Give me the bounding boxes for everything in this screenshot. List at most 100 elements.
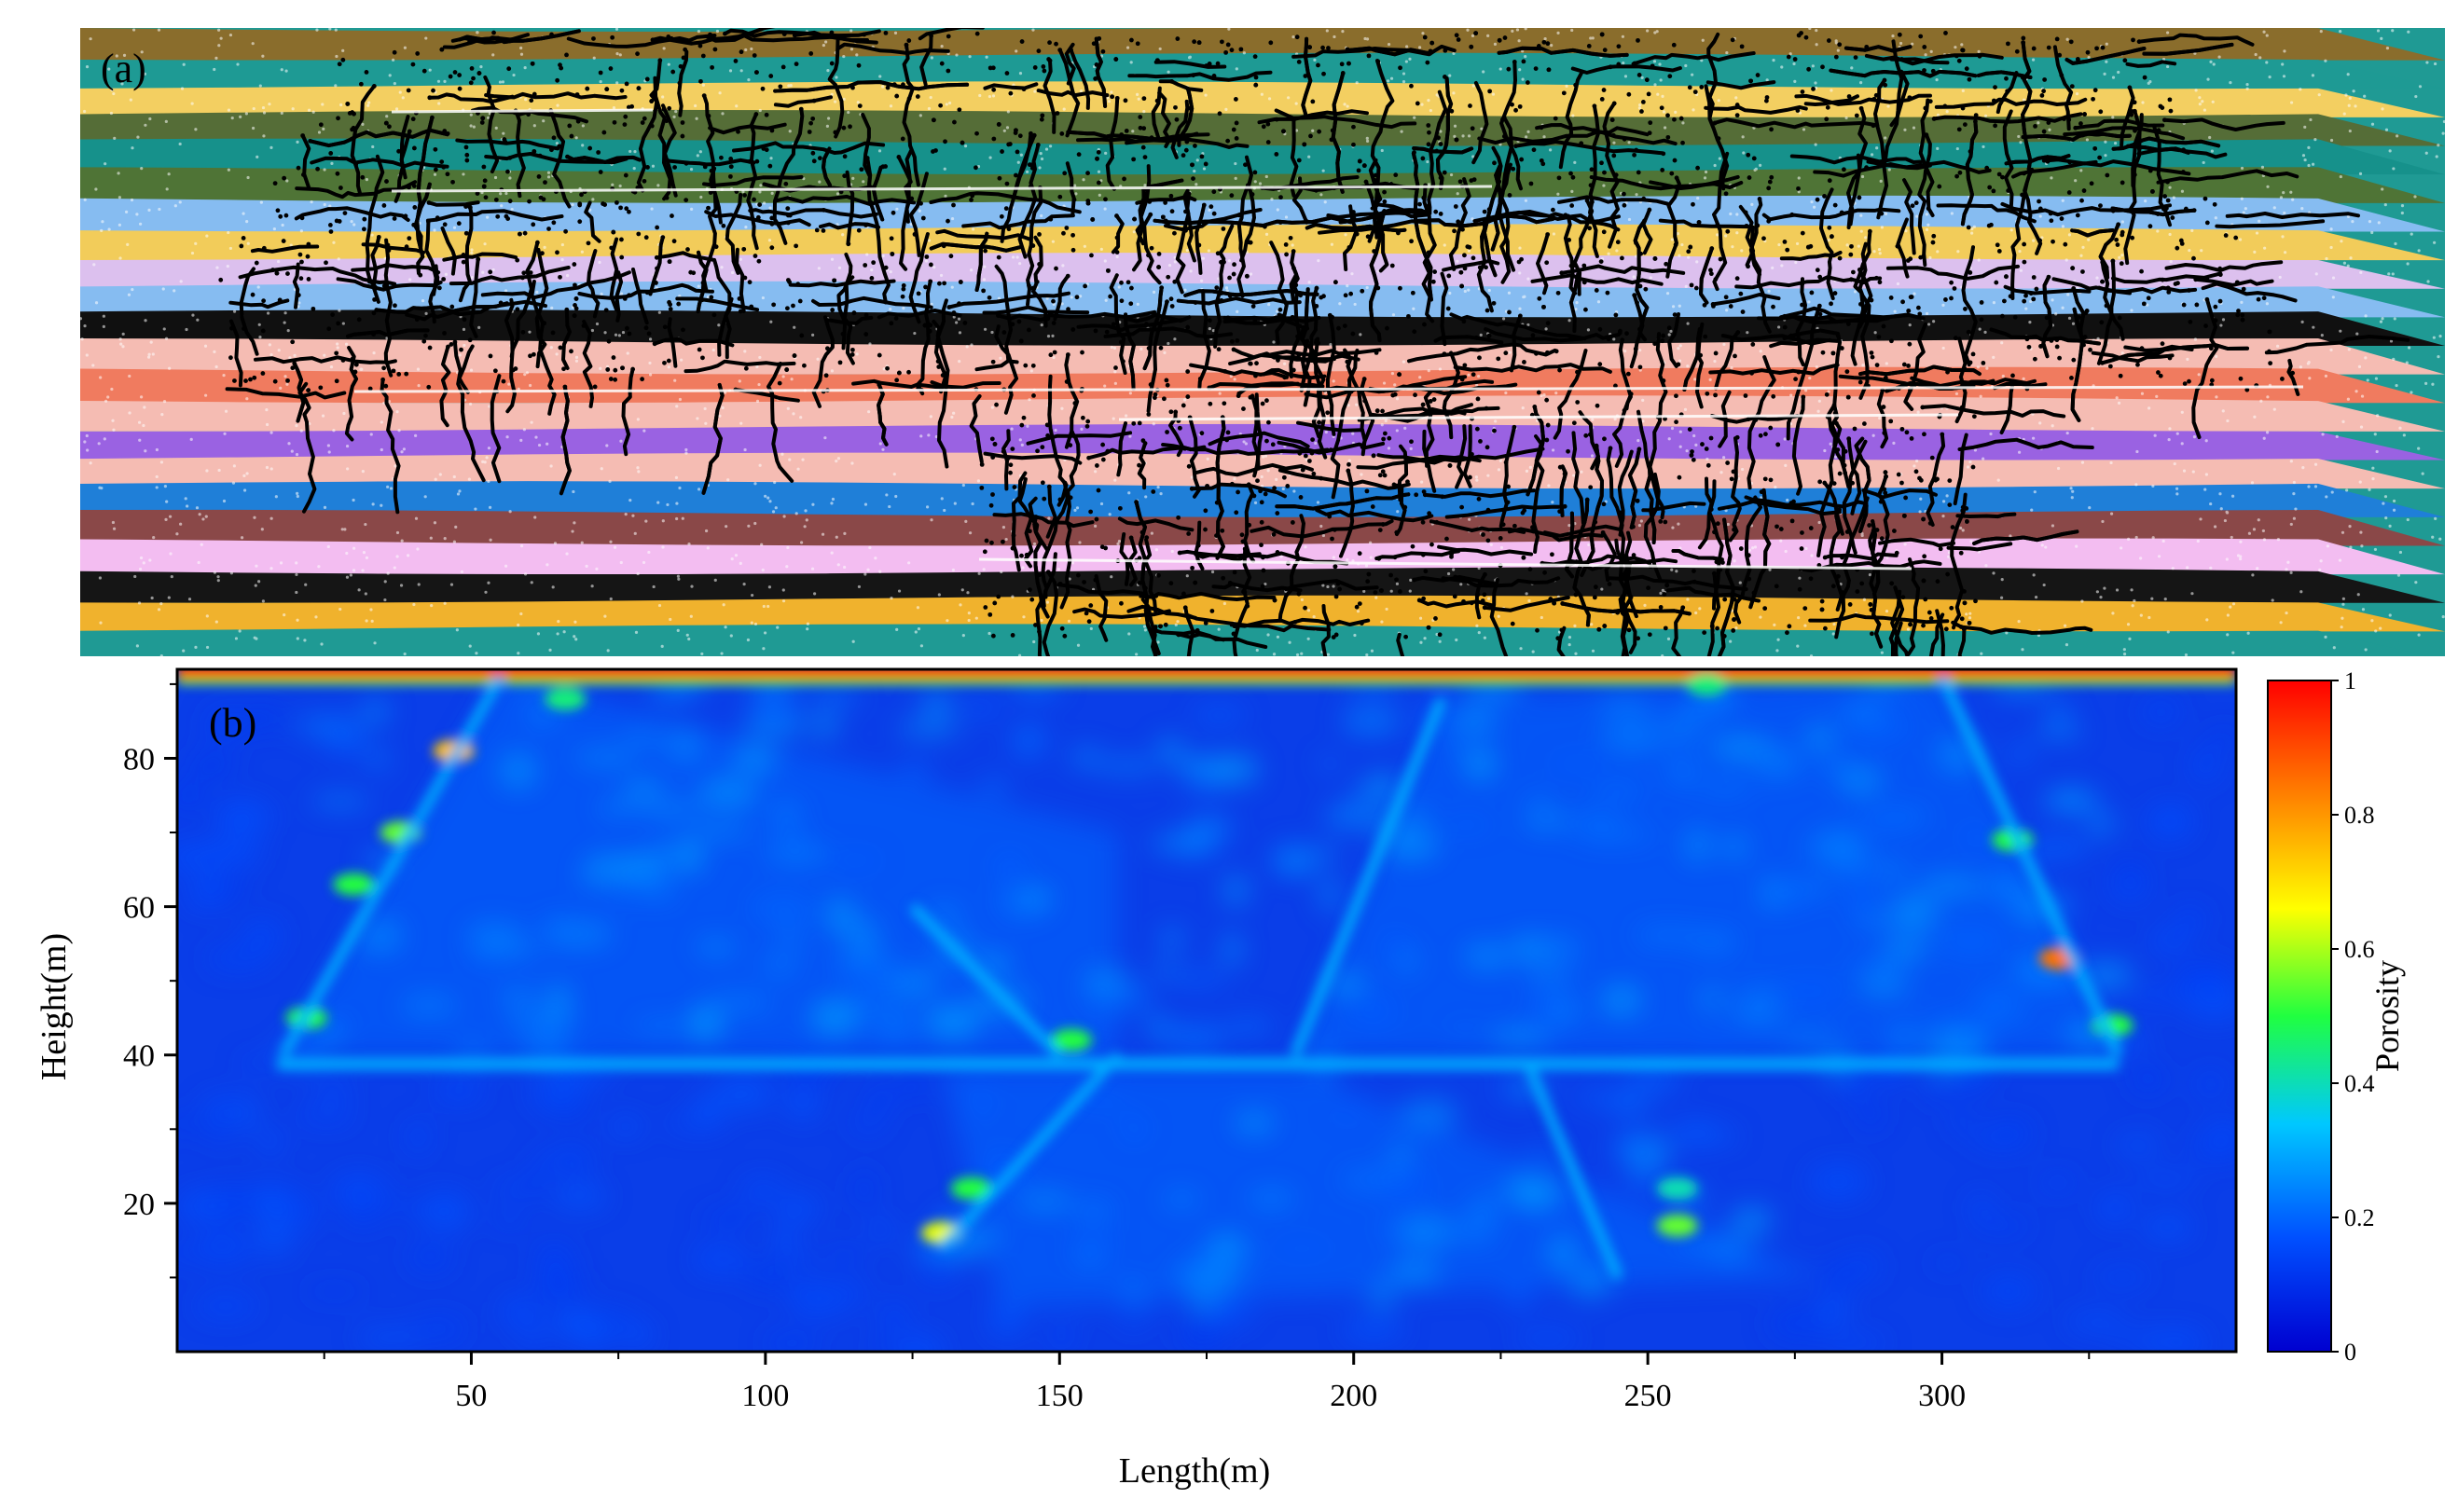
porosity-cell: [1463, 944, 1511, 968]
porosity-cell: [1362, 773, 1399, 798]
porosity-cell: [1733, 997, 1784, 1027]
porosity-cell: [412, 1316, 467, 1341]
porosity-hot-spots: [177, 669, 2236, 1280]
porosity-cell: [1017, 1192, 1073, 1210]
porosity-cell: [699, 1212, 743, 1228]
porosity-cell: [1623, 1068, 1682, 1092]
porosity-cell: [1611, 1132, 1664, 1161]
porosity-cell: [668, 727, 703, 763]
porosity-cell: [2066, 1313, 2125, 1330]
porosity-cell: [1166, 1022, 1227, 1052]
porosity-cell: [553, 1143, 594, 1177]
porosity-cell: [501, 1297, 539, 1326]
stratum-layer: [80, 28, 2445, 61]
porosity-cell: [1370, 1283, 1395, 1310]
porosity-cell: [873, 966, 909, 985]
porosity-cell: [641, 867, 670, 894]
panel-b-porosity-map: 50 100 150 200 250 300 20 40 60 80 (b) Length(m)…: [35, 667, 2406, 1491]
porosity-cell: [872, 1336, 895, 1352]
porosity-cell: [548, 983, 570, 1020]
colorbar-ticks: 0 0.2 0.4 0.6 0.8 1: [2331, 667, 2375, 1366]
porosity-cell: [1701, 989, 1721, 1009]
y-tick-label: 40: [123, 1039, 155, 1074]
porosity-cell: [1046, 1325, 1076, 1349]
stratum-layer: [80, 452, 2445, 489]
porosity-cell: [2148, 804, 2190, 841]
porosity-cell: [2023, 837, 2090, 859]
porosity-cell: [712, 1076, 774, 1111]
porosity-cell: [523, 1167, 546, 1202]
panel-b-label: (b): [209, 700, 256, 746]
porosity-cell: [2082, 961, 2132, 990]
porosity-cell: [699, 777, 757, 808]
porosity-cell: [993, 852, 1026, 879]
porosity-cell: [1471, 1192, 1500, 1223]
porosity-cell: [776, 1195, 821, 1221]
porosity-cell: [1514, 1330, 1581, 1347]
y-axis-ticks: 20 40 60 80: [123, 682, 177, 1279]
porosity-cell: [922, 1254, 952, 1287]
porosity-cell: [407, 1241, 453, 1273]
porosity-cell: [623, 1324, 654, 1347]
porosity-cell: [1222, 1018, 1275, 1036]
porosity-cell: [356, 919, 404, 954]
porosity-cell: [578, 872, 625, 884]
porosity-cell: [238, 1095, 257, 1133]
porosity-cell: [537, 1023, 565, 1060]
porosity-cell: [1779, 1033, 1837, 1045]
porosity-cell: [623, 730, 666, 745]
x-tick-label: 50: [455, 1379, 487, 1413]
porosity-cell: [2174, 906, 2207, 933]
porosity-hot-spot: [950, 1176, 992, 1200]
porosity-cell: [202, 834, 262, 868]
porosity-cell: [1551, 1236, 1572, 1266]
porosity-cell: [1454, 706, 1497, 735]
porosity-cell: [1667, 752, 1697, 790]
porosity-cell: [1730, 1207, 1773, 1234]
porosity-cell: [1095, 758, 1162, 774]
porosity-cell: [964, 699, 1000, 717]
porosity-cell: [1928, 1257, 1968, 1270]
porosity-cell: [785, 1088, 821, 1120]
porosity-cell: [761, 954, 800, 977]
porosity-cell: [1675, 1128, 1740, 1145]
porosity-cell: [1330, 1105, 1367, 1120]
porosity-cell: [1178, 1317, 1223, 1352]
porosity-cell: [1440, 818, 1494, 832]
porosity-hot-spot: [1050, 1028, 1092, 1052]
stratum-layer: [80, 52, 2445, 89]
porosity-cell: [772, 1223, 797, 1257]
colorbar-tick-label: 0.6: [2344, 936, 2375, 963]
porosity-cell: [2094, 1269, 2150, 1286]
porosity-cell: [808, 687, 859, 706]
porosity-cell: [1951, 1106, 1970, 1134]
porosity-cell: [2130, 1065, 2167, 1093]
porosity-hot-spot: [545, 687, 587, 710]
stratum-layer: [80, 624, 2429, 656]
porosity-cell: [1529, 968, 1572, 984]
porosity-trace: [1526, 1067, 1623, 1280]
porosity-cell: [432, 1191, 457, 1215]
porosity-cell: [195, 1294, 256, 1318]
porosity-trace: [1938, 674, 2123, 1057]
x-tick-label: 300: [1918, 1379, 1966, 1413]
stratum-layer: [80, 224, 2445, 261]
porosity-cell: [548, 921, 614, 948]
porosity-cell: [356, 1329, 422, 1346]
x-tick-label: 100: [741, 1379, 789, 1413]
porosity-cell: [2114, 859, 2148, 887]
porosity-cell: [1075, 1244, 1104, 1271]
porosity-cell: [1171, 1261, 1214, 1285]
porosity-cell: [204, 876, 249, 899]
porosity-cell: [1489, 1030, 1548, 1044]
porosity-cell: [1924, 1029, 1989, 1057]
porosity-cell: [534, 1242, 575, 1274]
porosity-cell: [1737, 985, 1788, 997]
porosity-cell: [380, 1198, 421, 1215]
porosity-cell: [1755, 746, 1802, 779]
porosity-cell: [1680, 689, 1731, 718]
porosity-cell: [708, 993, 774, 1012]
porosity-cell: [778, 925, 803, 948]
porosity-cell: [1690, 928, 1738, 955]
porosity-hot-spot: [1656, 1176, 1698, 1200]
